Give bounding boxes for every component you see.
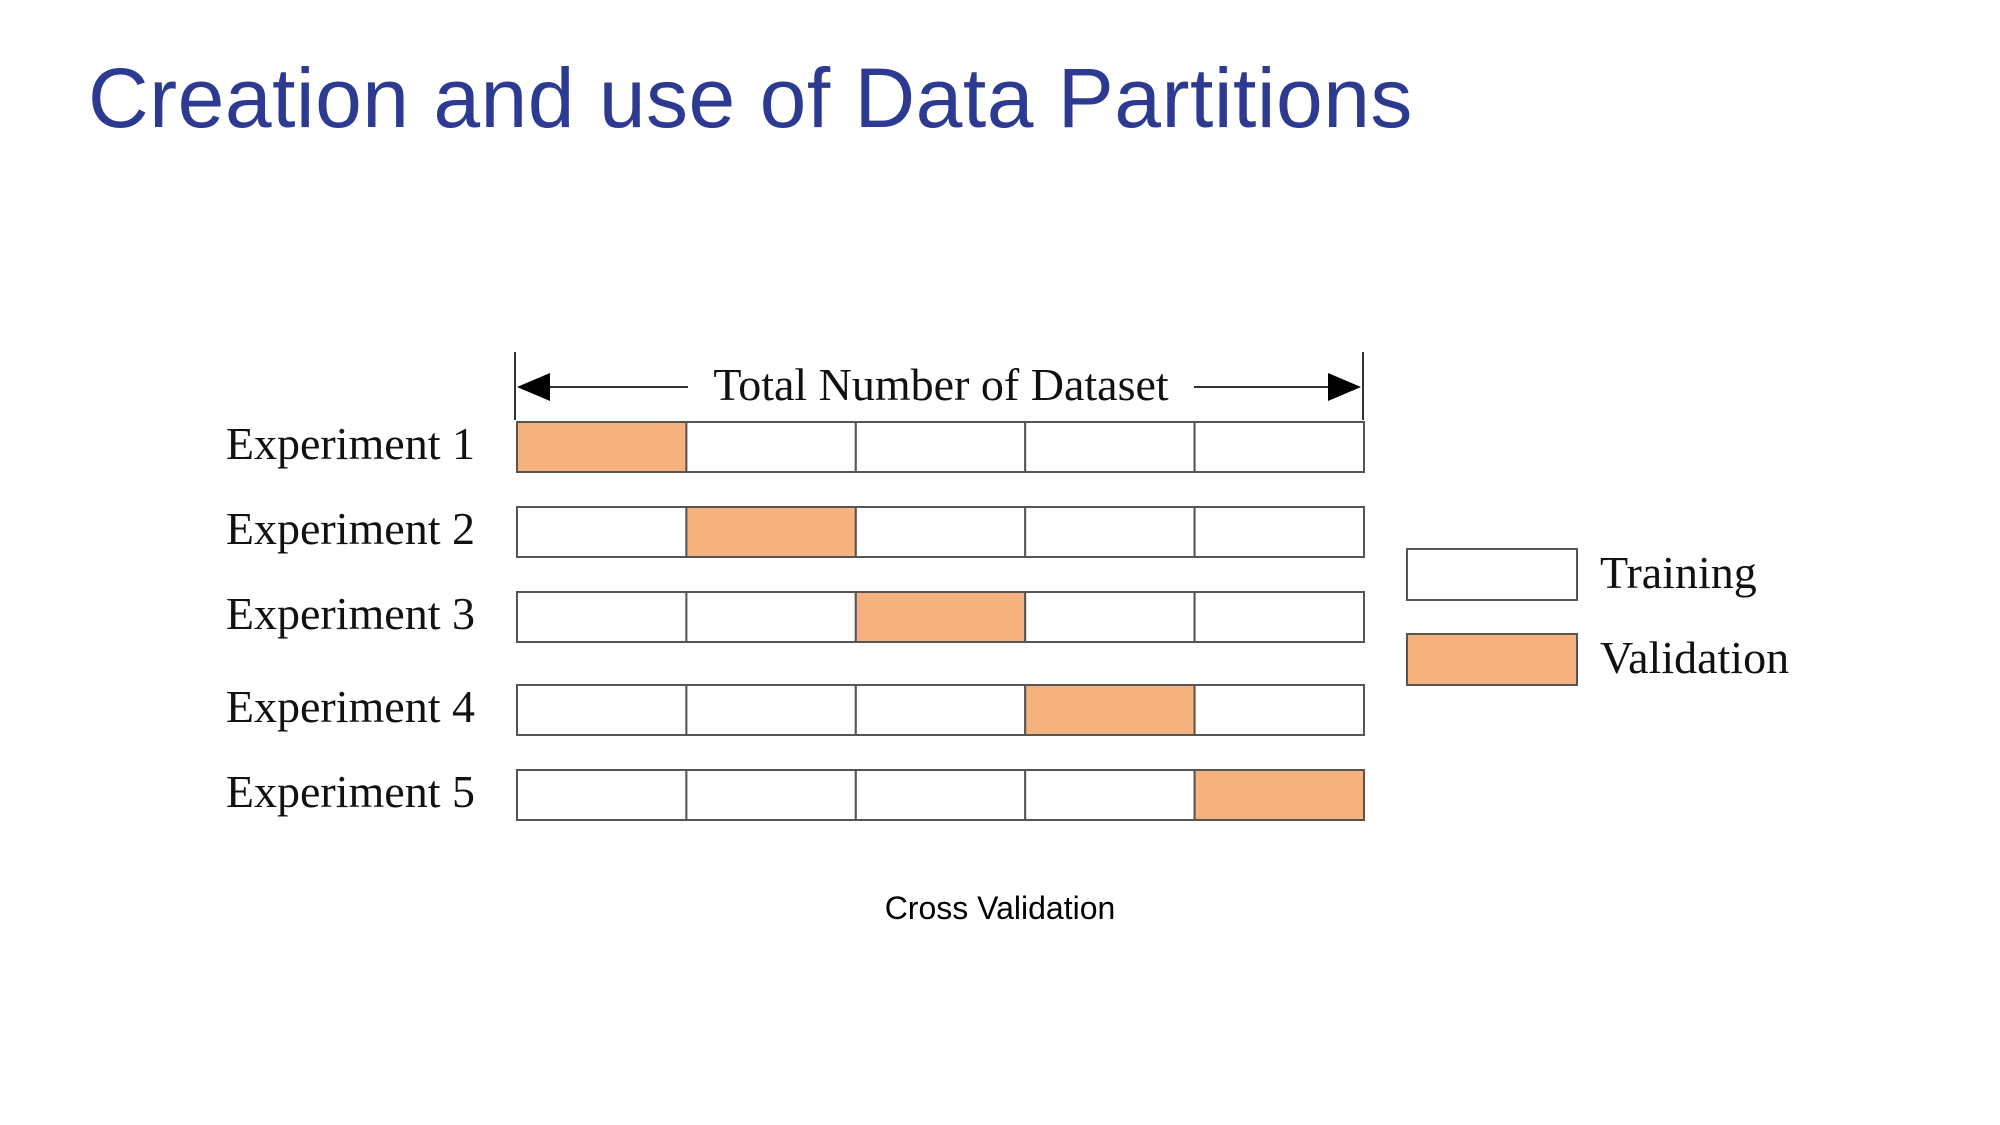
validation-fold bbox=[1024, 684, 1196, 736]
validation-fold bbox=[516, 421, 688, 473]
validation-fold bbox=[854, 591, 1027, 643]
validation-fold bbox=[1193, 769, 1365, 821]
training-fold bbox=[685, 684, 857, 736]
training-fold bbox=[1193, 506, 1365, 558]
training-fold bbox=[516, 769, 688, 821]
experiment-rows: Experiment 1 Experiment 2 Experiment 3 Expe… bbox=[226, 418, 1365, 821]
span-left-arrowhead bbox=[517, 373, 550, 401]
total-dataset-span: Total Number of Dataset bbox=[514, 352, 1364, 420]
training-fold bbox=[854, 769, 1027, 821]
validation-fold bbox=[685, 506, 857, 558]
experiment-row: Experiment 1 bbox=[226, 418, 1365, 473]
training-fold bbox=[854, 684, 1027, 736]
training-fold bbox=[854, 506, 1027, 558]
training-fold bbox=[1193, 591, 1365, 643]
training-fold bbox=[1193, 421, 1365, 473]
experiment-row: Experiment 3 bbox=[226, 588, 1365, 643]
legend-item: Validation bbox=[1406, 632, 1789, 686]
legend-label: Validation bbox=[1600, 632, 1789, 683]
legend-label: Training bbox=[1600, 547, 1757, 598]
total-dataset-label: Total Number of Dataset bbox=[713, 359, 1169, 410]
training-fold bbox=[516, 684, 688, 736]
experiment-row: Experiment 5 bbox=[226, 766, 1365, 821]
training-fold bbox=[1024, 769, 1196, 821]
legend-item: Training bbox=[1406, 547, 1757, 601]
legend-swatch bbox=[1406, 633, 1578, 686]
experiment-label: Experiment 3 bbox=[226, 588, 475, 639]
training-fold bbox=[516, 591, 688, 643]
experiment-row: Experiment 2 bbox=[226, 503, 1365, 558]
legend-swatch bbox=[1406, 548, 1578, 601]
slide-title: Creation and use of Data Partitions bbox=[88, 51, 1413, 145]
training-fold bbox=[854, 421, 1027, 473]
training-fold bbox=[685, 421, 857, 473]
training-fold bbox=[1024, 591, 1196, 643]
training-fold bbox=[685, 769, 857, 821]
figure-caption: Cross Validation bbox=[884, 890, 1116, 926]
legend: Training Validation bbox=[1406, 547, 1789, 686]
experiment-label: Experiment 2 bbox=[226, 503, 475, 554]
experiment-label: Experiment 4 bbox=[226, 681, 475, 732]
training-fold bbox=[1024, 421, 1196, 473]
span-right-arrowhead bbox=[1328, 373, 1361, 401]
training-fold bbox=[516, 506, 688, 558]
training-fold bbox=[1193, 684, 1365, 736]
training-fold bbox=[685, 591, 857, 643]
training-fold bbox=[1024, 506, 1196, 558]
experiment-label: Experiment 5 bbox=[226, 766, 475, 817]
experiment-label: Experiment 1 bbox=[226, 418, 475, 469]
experiment-row: Experiment 4 bbox=[226, 681, 1365, 736]
